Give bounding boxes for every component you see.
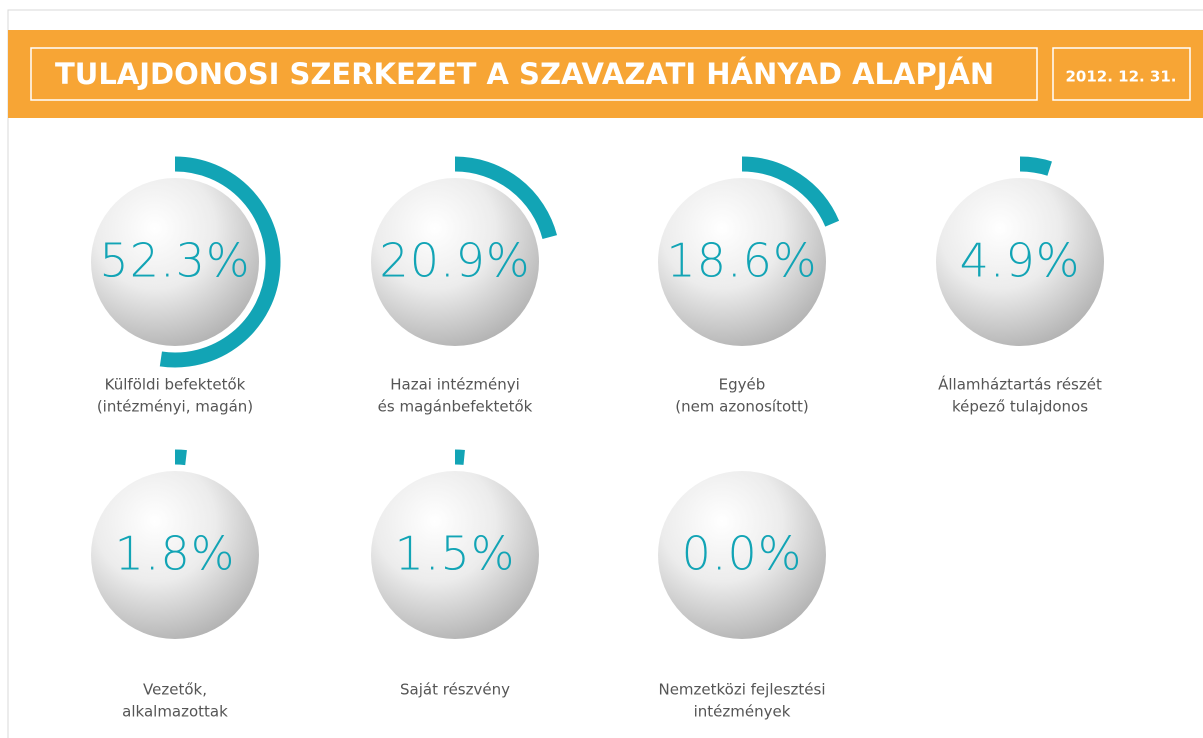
header-band (8, 30, 1203, 118)
gauge-arc (1019, 156, 1052, 176)
value-label: 4.9% (960, 234, 1081, 288)
sphere (91, 471, 259, 639)
category-label: Nemzetközi fejlesztési (658, 681, 825, 699)
date-box (1052, 47, 1191, 101)
value-label: 1.8% (115, 527, 236, 581)
sphere (371, 471, 539, 639)
sphere (658, 178, 826, 346)
value-label: 0.0% (682, 527, 803, 581)
category-label: intézmények (694, 703, 791, 721)
category-label: (nem azonosított) (675, 398, 809, 416)
category-label: Saját részvény (400, 681, 510, 699)
gauge-arc (454, 156, 558, 240)
value-label: 20.9% (379, 234, 530, 288)
sphere (936, 178, 1104, 346)
category-label: Hazai intézményi (390, 376, 520, 394)
sphere (658, 471, 826, 639)
title-box (30, 47, 1038, 101)
gauge-arc (174, 449, 187, 466)
date: 2012. 12. 31. (1065, 68, 1176, 86)
category-label: alkalmazottak (122, 703, 228, 721)
category-label: és magánbefektetők (378, 398, 533, 416)
category-label: Külföldi befektetők (105, 376, 246, 394)
value-label: 52.3% (99, 234, 250, 288)
gauge-arc (159, 156, 281, 368)
sphere (91, 178, 259, 346)
sphere (371, 178, 539, 346)
category-label: Egyéb (719, 376, 766, 394)
category-label: Vezetők, (143, 681, 207, 699)
value-label: 18.6% (666, 234, 817, 288)
chart-title: TULAJDONOSI SZERKEZET A SZAVAZATI HÁNYAD… (55, 57, 994, 91)
category-label: (intézményi, magán) (97, 398, 253, 416)
gauge-arc (741, 156, 840, 227)
value-label: 1.5% (395, 527, 516, 581)
category-label: képező tulajdonos (952, 398, 1088, 416)
category-label: Államháztartás részét (938, 375, 1102, 394)
